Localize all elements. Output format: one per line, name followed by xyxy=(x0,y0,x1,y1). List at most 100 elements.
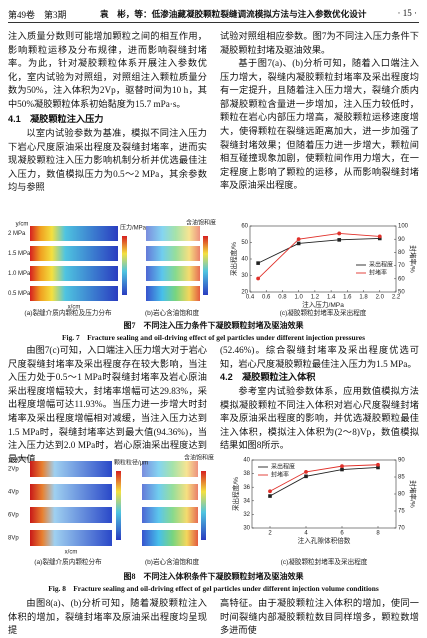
colorbar-title: 压力/MPa xyxy=(120,224,147,232)
volume: 第49卷 第3期 xyxy=(8,10,67,20)
x-tick-label: 1.8 xyxy=(359,295,368,301)
y-axis-label: 采出程度/% xyxy=(231,477,240,511)
y2-axis-label: 封堵率/% xyxy=(408,480,417,508)
x-tick-label: 1.0 xyxy=(294,295,303,301)
colorbar-title: 含油饱和度 xyxy=(184,454,214,462)
panel-label: 4Vp xyxy=(8,490,19,496)
paragraph: 基于图7(a)、(b)分析可知，随着入口端注入压力增大，裂缝内凝胶颗粒封堵率及采… xyxy=(220,58,419,191)
saturation-field xyxy=(142,530,198,546)
y2-tick-label: 80 xyxy=(398,492,405,498)
page-number: · 15 · xyxy=(397,8,418,18)
x-axis-label: 注入孔隙体积倍数 xyxy=(298,536,351,545)
saturation-field xyxy=(142,507,198,523)
x-tick-label: 2 xyxy=(268,531,272,537)
y-tick-label: 50 xyxy=(241,240,248,246)
point xyxy=(304,470,308,474)
colorbar-title: 含油饱和度 xyxy=(186,219,216,227)
legend-label: 采出程度 xyxy=(271,463,295,471)
series-line xyxy=(269,467,379,497)
y-tick-label: 36 xyxy=(243,485,250,491)
y-tick-label: 60 xyxy=(241,224,248,230)
fracture-field xyxy=(30,507,112,523)
axis-label: x/cm xyxy=(65,550,78,556)
subcaption: (a)裂缝介质内颗粒分布 xyxy=(34,557,102,566)
panel-label: 1.5 MPa xyxy=(8,251,31,257)
colorbar xyxy=(201,471,206,540)
paragraph: 参考室内试验参数体系，应用数值模拟方法模拟凝胶颗粒不同注入体积对岩心尺度裂缝封堵… xyxy=(220,386,419,451)
paragraph: 以室内试验参数为基准，模拟不同注入压力下岩心尺度原油采出程度及裂缝封堵率，进而实… xyxy=(8,128,207,193)
figure-caption-en: Fig. 8 Fracture sealing and oil-driving … xyxy=(48,584,379,593)
legend-label: 封堵率 xyxy=(271,471,289,479)
point xyxy=(268,494,272,498)
fracture-field xyxy=(30,461,112,477)
point xyxy=(296,237,301,242)
fracture-field xyxy=(30,530,112,546)
section-heading: 4.2 凝胶颗粒注入体积 xyxy=(220,372,316,382)
figure-caption: 图7 不同注入压力条件下凝胶颗粒封堵及驱油效果 xyxy=(123,321,304,330)
y2-tick-label: 50 xyxy=(398,290,405,296)
x-tick-label: 0.4 xyxy=(246,295,255,301)
panel-label: 6Vp xyxy=(8,513,19,519)
panel-label: 8Vp xyxy=(8,536,19,542)
x-axis-label: 注入压力/MPa xyxy=(302,300,344,309)
saturation-field xyxy=(146,226,200,241)
saturation-field xyxy=(142,484,198,500)
section-heading: 4.1 凝胶颗粒注入压力 xyxy=(8,114,104,124)
figure-7: 2 MPa 1.5 MPa 1.0 MPa 0.5 MPa 压力/MPa 含油饱和度 x/c… xyxy=(8,219,417,317)
figure-8: 2Vp 4Vp 6Vp 8Vp 颗粒粒径/μm 含油饱和度 x/cm y/cm (a)裂缝介质内… xyxy=(8,454,417,566)
running-title: 袁 彬，等：低渗油藏凝胶颗粒裂缝调流模拟方法与注入参数优化设计 xyxy=(100,9,367,19)
point xyxy=(337,231,342,236)
x-tick-label: 2.0 xyxy=(376,295,385,301)
y-axis-label: 采出程度/% xyxy=(229,242,238,276)
point xyxy=(340,467,344,472)
colorbar xyxy=(122,236,127,295)
y2-axis-label: 封堵率/% xyxy=(408,245,417,273)
y2-tick-label: 100 xyxy=(398,224,409,230)
series-line xyxy=(269,464,379,492)
subcaption: (c)凝胶颗粒封堵率及采出程度 xyxy=(281,557,368,566)
fracture-field xyxy=(30,286,118,301)
panel-label: 1.0 MPa xyxy=(8,271,31,277)
saturation-field xyxy=(146,246,200,261)
axis-label: y/cm xyxy=(16,457,29,463)
axis-label: x/cm xyxy=(68,305,81,311)
axis-label: y/cm xyxy=(16,222,29,228)
x-tick-label: 6 xyxy=(340,531,344,537)
x-tick-label: 1.2 xyxy=(311,295,320,301)
y2-tick-label: 85 xyxy=(398,475,405,481)
subcaption: (b)岩心含油饱和度 xyxy=(145,557,200,566)
figure-caption: 图8 不同注入体积条件下凝胶颗粒封堵及驱油效果 xyxy=(123,572,304,581)
legend-label: 封堵率 xyxy=(369,269,387,277)
x-tick-label: 8 xyxy=(376,531,380,537)
point xyxy=(377,234,382,239)
y2-tick-label: 70 xyxy=(398,263,405,269)
subcaption: (a)裂缝介质内颗粒及压力分布 xyxy=(24,308,112,317)
subcaption: (c)凝胶颗粒封堵率及采出程度 xyxy=(280,308,367,317)
y2-tick-label: 80 xyxy=(398,250,405,256)
point xyxy=(268,489,272,494)
y-tick-label: 38 xyxy=(243,471,250,477)
colorbar-title: 颗粒粒径/μm xyxy=(114,459,148,467)
paragraph: 由图8(a)、(b)分析可知，随着凝胶颗粒注入体积的增加，裂缝封堵率及原油采出程… xyxy=(8,598,207,636)
y-tick-label: 40 xyxy=(241,257,248,263)
fracture-field xyxy=(30,246,118,261)
point xyxy=(256,276,261,281)
paragraph: 由图7(c)可知，入口端注入压力增大对于岩心尺度裂缝封堵率及采出程度存在较大影响… xyxy=(8,345,207,464)
y2-tick-label: 90 xyxy=(398,237,405,243)
subcaption: (b)岩心含油饱和度 xyxy=(145,308,200,317)
y2-tick-label: 90 xyxy=(398,458,405,464)
header-rule xyxy=(8,22,419,23)
saturation-field xyxy=(146,266,200,281)
x-tick-label: 1.6 xyxy=(343,295,352,301)
point xyxy=(377,236,382,241)
paragraph: (52.46%)。综合裂缝封堵率及采出程度优选可知，岩心尺度凝胶颗粒最佳注入压力… xyxy=(220,345,419,369)
point xyxy=(304,474,308,479)
panel-label: 0.5 MPa xyxy=(8,291,31,297)
saturation-field xyxy=(146,286,200,301)
y-tick-label: 34 xyxy=(243,498,250,504)
point xyxy=(337,238,342,242)
legend-label: 采出程度 xyxy=(369,261,393,269)
series-line xyxy=(257,232,380,279)
